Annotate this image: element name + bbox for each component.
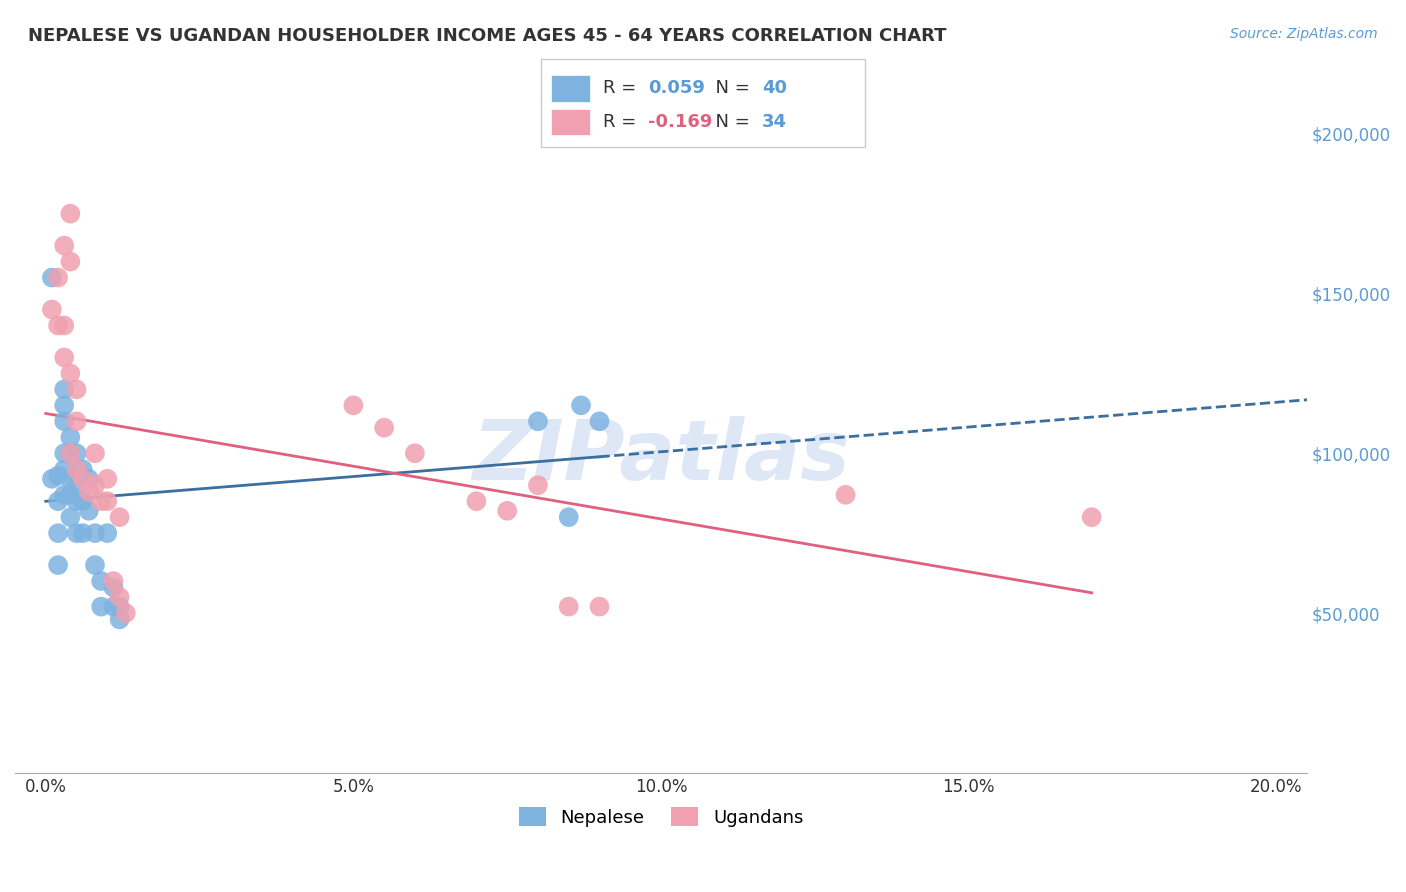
Point: [72, 462, 94, 476]
Point: [108, 599, 131, 614]
Point: [53, 446, 76, 460]
Point: [77, 504, 100, 518]
Text: R =: R =: [603, 79, 643, 97]
Point: [46, 494, 69, 508]
Text: 34: 34: [762, 113, 787, 131]
Point: [46, 468, 69, 483]
Point: [834, 488, 856, 502]
Point: [72, 526, 94, 541]
Point: [59, 488, 82, 502]
Point: [465, 494, 488, 508]
Point: [77, 484, 100, 499]
Point: [90, 494, 112, 508]
Point: [90, 574, 112, 588]
Point: [103, 574, 125, 588]
Point: [72, 494, 94, 508]
Text: ZIPatlas: ZIPatlas: [472, 416, 851, 497]
Point: [84, 558, 107, 573]
Point: [53, 488, 76, 502]
Point: [527, 478, 550, 492]
Point: [496, 504, 519, 518]
Point: [96, 472, 118, 486]
Point: [59, 207, 82, 221]
Text: 40: 40: [762, 79, 787, 97]
Point: [103, 599, 125, 614]
Point: [41, 302, 63, 317]
Point: [557, 599, 579, 614]
Point: [59, 472, 82, 486]
Point: [65, 383, 87, 397]
Point: [53, 238, 76, 252]
Text: N =: N =: [703, 113, 755, 131]
Point: [53, 351, 76, 365]
Point: [569, 398, 592, 412]
Point: [65, 526, 87, 541]
Point: [84, 478, 107, 492]
Point: [108, 510, 131, 524]
Point: [41, 270, 63, 285]
Point: [103, 581, 125, 595]
Point: [1080, 510, 1102, 524]
Point: [90, 599, 112, 614]
Point: [59, 367, 82, 381]
Point: [342, 398, 364, 412]
Point: [114, 606, 136, 620]
Point: [59, 510, 82, 524]
Point: [53, 398, 76, 412]
Point: [65, 494, 87, 508]
Legend: Nepalese, Ugandans: Nepalese, Ugandans: [512, 800, 810, 834]
Text: N =: N =: [703, 79, 755, 97]
Point: [65, 446, 87, 460]
Point: [65, 462, 87, 476]
Point: [84, 526, 107, 541]
Text: Source: ZipAtlas.com: Source: ZipAtlas.com: [1230, 27, 1378, 41]
Text: 0.059: 0.059: [648, 79, 704, 97]
Point: [59, 254, 82, 268]
Point: [53, 462, 76, 476]
Point: [59, 446, 82, 460]
Point: [96, 526, 118, 541]
FancyBboxPatch shape: [551, 109, 591, 136]
Point: [588, 599, 610, 614]
FancyBboxPatch shape: [551, 75, 591, 102]
Point: [65, 478, 87, 492]
Point: [46, 526, 69, 541]
Point: [108, 612, 131, 626]
FancyBboxPatch shape: [541, 60, 865, 147]
Text: -0.169: -0.169: [648, 113, 713, 131]
Point: [46, 558, 69, 573]
Point: [557, 510, 579, 524]
Text: NEPALESE VS UGANDAN HOUSEHOLDER INCOME AGES 45 - 64 YEARS CORRELATION CHART: NEPALESE VS UGANDAN HOUSEHOLDER INCOME A…: [28, 27, 946, 45]
Point: [108, 590, 131, 604]
Point: [84, 446, 107, 460]
Point: [72, 472, 94, 486]
Point: [77, 472, 100, 486]
Point: [46, 318, 69, 333]
Point: [96, 494, 118, 508]
Text: R =: R =: [603, 113, 643, 131]
Point: [588, 414, 610, 428]
Point: [65, 414, 87, 428]
Point: [65, 462, 87, 476]
Point: [59, 446, 82, 460]
Point: [404, 446, 426, 460]
Point: [527, 414, 550, 428]
Point: [53, 414, 76, 428]
Point: [53, 318, 76, 333]
Point: [59, 430, 82, 444]
Point: [373, 420, 395, 434]
Point: [53, 383, 76, 397]
Point: [46, 270, 69, 285]
Point: [41, 472, 63, 486]
